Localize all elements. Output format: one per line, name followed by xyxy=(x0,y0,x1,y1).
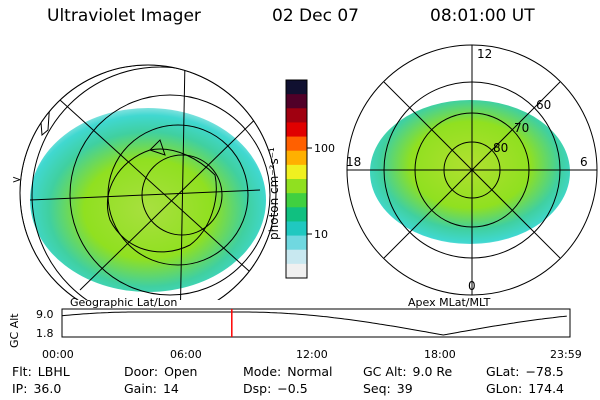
x-tick-label: 23:59 xyxy=(550,348,582,361)
right-grid xyxy=(346,44,598,296)
altitude-curve xyxy=(61,311,567,336)
colorbar-cell xyxy=(286,150,307,166)
y-tick-label: 1.8 xyxy=(36,327,54,340)
date-label: 02 Dec 07 xyxy=(272,6,359,26)
mode-info: Mode: Normal xyxy=(243,364,333,379)
antarctica-coastline xyxy=(106,148,217,253)
mlt-label-6: 6 xyxy=(580,155,588,169)
x-tick-label: 06:00 xyxy=(170,348,202,361)
time-label: 08:01:00 UT xyxy=(430,6,535,26)
colorbar-cell xyxy=(286,122,307,138)
colorbar-cell xyxy=(286,193,307,208)
mlt-label-12: 12 xyxy=(477,47,492,61)
colorbar-cell xyxy=(286,179,307,194)
left-panel-caption: Geographic Lat/Lon xyxy=(70,296,178,309)
colorbar-frame xyxy=(285,79,308,279)
colorbar-cell xyxy=(286,249,307,265)
main-graphics: > 100 10 photon cm⁻²s⁻¹ 12 0 18 6 60 70 … xyxy=(12,44,598,300)
gc-alt-timeseries: 9.0 1.8 GC Alt 00:00 06:00 12:00 18:00 2… xyxy=(0,306,600,366)
timeseries-frame xyxy=(61,308,571,338)
mlat-label-80: 80 xyxy=(493,141,508,155)
filter-info: Flt: LBHL xyxy=(12,364,70,379)
right-panel-caption: Apex MLat/MLT xyxy=(408,296,491,309)
colorbar-cells xyxy=(286,80,307,279)
colorbar-cell xyxy=(286,207,307,222)
mlt-label-18: 18 xyxy=(346,155,361,169)
geographic-map: > xyxy=(12,64,277,300)
x-tick-label: 18:00 xyxy=(424,348,456,361)
colorbar-cell xyxy=(286,80,307,95)
glat-info: GLat: −78.5 xyxy=(486,364,564,379)
y-tick-label: 9.0 xyxy=(36,308,54,321)
colorbar-cell xyxy=(286,94,307,109)
left-grid xyxy=(20,65,276,300)
mlat-label-60: 60 xyxy=(536,98,551,112)
colorbar-cell xyxy=(286,235,307,251)
door-info: Door: Open xyxy=(124,364,198,379)
magnetic-map: 12 0 18 6 60 70 80 xyxy=(346,44,598,296)
mlat-label-70: 70 xyxy=(514,121,529,135)
colorbar-tick-label: 100 xyxy=(314,142,335,155)
left-aurora-image xyxy=(30,108,266,292)
colorbar: 100 10 photon cm⁻²s⁻¹ xyxy=(267,79,335,279)
colorbar-unit-label: photon cm⁻²s⁻¹ xyxy=(267,147,281,240)
dsp-info: Dsp: −0.5 xyxy=(243,381,308,396)
colorbar-tick-label: 10 xyxy=(314,228,328,241)
mlt-label-0: 0 xyxy=(468,279,476,293)
instrument-title: Ultraviolet Imager xyxy=(47,6,201,26)
colorbar-cell xyxy=(286,164,307,180)
colorbar-cell xyxy=(286,136,307,152)
colorbar-cell xyxy=(286,108,307,123)
ip-info: IP: 36.0 xyxy=(12,381,62,396)
gain-info: Gain: 14 xyxy=(124,381,179,396)
header: Ultraviolet Imager 02 Dec 07 08:01:00 UT xyxy=(0,6,600,30)
x-tick-label: 00:00 xyxy=(42,348,74,361)
left-frame-circle xyxy=(19,64,277,300)
y-axis-label: GC Alt xyxy=(8,313,21,348)
gc-alt-info: GC Alt: 9.0 Re xyxy=(363,364,453,379)
glon-info: GLon: 174.4 xyxy=(486,381,565,396)
left-edge-marker: > xyxy=(12,173,21,186)
seq-info: Seq: 39 xyxy=(363,381,413,396)
colorbar-cell xyxy=(286,221,307,237)
x-tick-label: 12:00 xyxy=(296,348,328,361)
colorbar-cell xyxy=(286,263,307,279)
